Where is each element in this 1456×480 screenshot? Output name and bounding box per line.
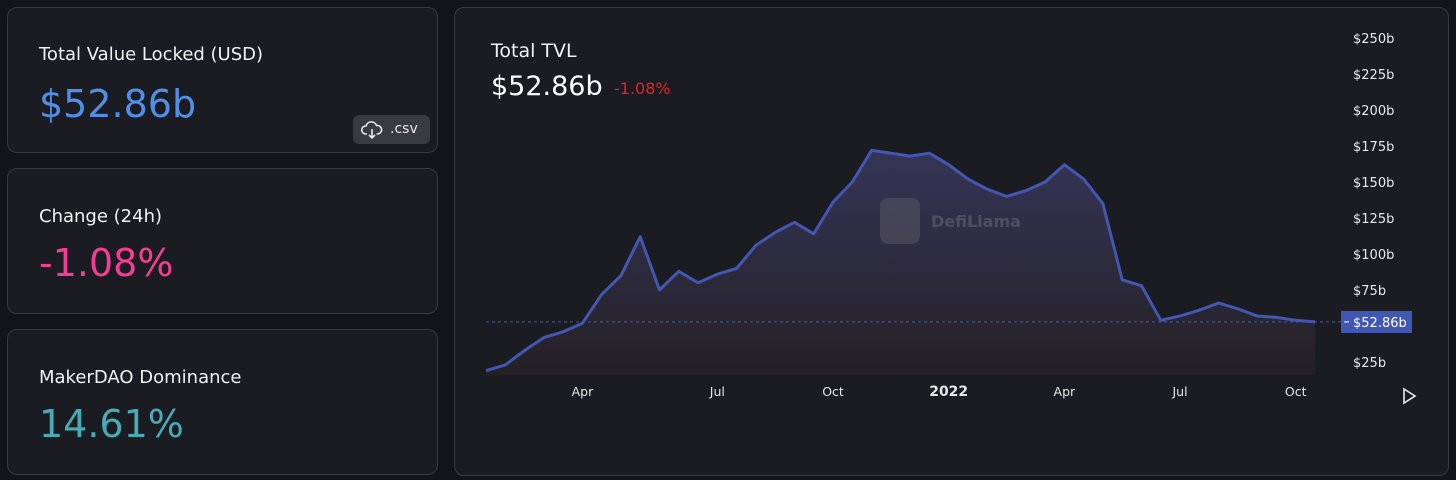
y-tick-label: $150b <box>1353 176 1394 191</box>
current-value-label: $52.86b <box>1353 316 1407 331</box>
card-title: MakerDAO Dominance <box>39 367 242 388</box>
y-tick-label: $125b <box>1353 212 1394 227</box>
watermark-logo <box>880 198 920 244</box>
headline-change: -1.08% <box>614 79 671 98</box>
csv-button[interactable]: .csv <box>353 115 430 144</box>
y-tick-label: $100b <box>1353 248 1394 263</box>
card-value: $52.86b <box>39 82 197 126</box>
chart-title: Total TVL <box>490 40 577 62</box>
x-tick-label: Oct <box>1285 384 1307 399</box>
x-tick-label: Oct <box>822 384 844 399</box>
play-button[interactable] <box>1403 387 1417 405</box>
y-tick-label: $225b <box>1353 68 1394 83</box>
y-tick-label: $200b <box>1353 104 1394 119</box>
area <box>486 150 1315 375</box>
y-tick-label: $250b <box>1353 32 1394 47</box>
card-title: Total Value Locked (USD) <box>39 44 264 65</box>
y-tick-label: $25b <box>1353 356 1386 371</box>
x-tick-label: Jul <box>709 384 725 399</box>
change-card: Change (24h) -1.08% <box>7 168 438 314</box>
download-icon <box>360 121 383 140</box>
tvl-card: Total Value Locked (USD) $52.86b .csv <box>7 7 438 153</box>
watermark-text: DefiLlama <box>931 212 1021 231</box>
watermark: DefiLlama <box>880 198 1021 244</box>
x-tick-label: Apr <box>572 384 594 399</box>
line <box>485 148 1316 373</box>
y-tick-label: $75b <box>1353 284 1386 299</box>
card-value: 14.61% <box>39 402 184 446</box>
y-tick-label: $175b <box>1353 140 1394 155</box>
dominance-card: MakerDAO Dominance 14.61% <box>7 329 438 475</box>
current-value-badge <box>1341 310 1412 333</box>
card-value: -1.08% <box>39 241 174 285</box>
x-tick-label: Jul <box>1171 384 1187 399</box>
headline-value: $52.86b <box>491 71 603 102</box>
card-title: Change (24h) <box>39 206 162 227</box>
csv-label: .csv <box>390 121 418 137</box>
x-tick-label: Apr <box>1054 384 1076 399</box>
x-tick-label: 2022 <box>929 384 968 400</box>
